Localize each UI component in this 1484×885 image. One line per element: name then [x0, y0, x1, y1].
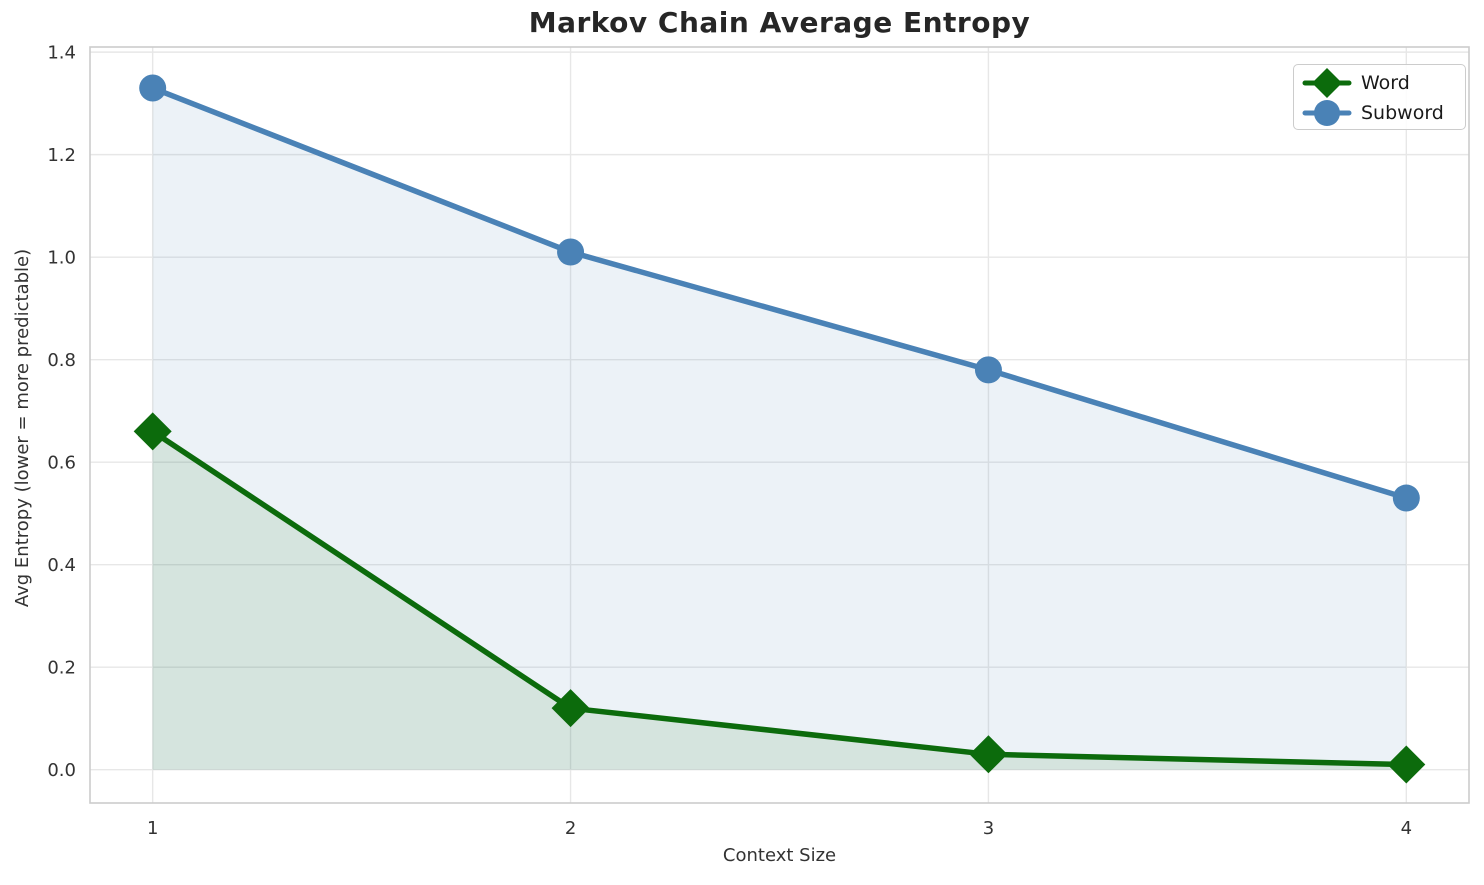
y-tick-label-0.4: 0.4	[47, 555, 76, 576]
legend-label-word: Word	[1361, 71, 1410, 94]
legend: Word Subword	[1293, 64, 1466, 130]
line-word	[149, 428, 1410, 768]
circle-icon	[1314, 100, 1340, 126]
y-tick-label-0.2: 0.2	[47, 658, 76, 679]
word-point-2	[551, 689, 590, 728]
subword-legend-marker-icon	[1302, 100, 1352, 126]
word-point-1	[133, 412, 172, 451]
area-word	[152, 431, 1407, 770]
line-subword	[149, 85, 1410, 501]
chart-title: Markov Chain Average Entropy	[528, 6, 1031, 39]
legend-item-word: Word	[1302, 68, 1457, 98]
x-tick-label-4: 4	[1401, 818, 1412, 839]
diamond-icon	[1312, 68, 1342, 98]
subword-point-4	[1392, 484, 1420, 512]
word-legend-marker-icon	[1302, 68, 1352, 98]
plot-border	[89, 46, 1470, 804]
y-axis-label: Avg Entropy (lower = more predictable)	[12, 248, 33, 608]
y-tick-label-0.0: 0.0	[47, 760, 76, 781]
x-tick-label-3: 3	[983, 818, 994, 839]
y-tick-label-1.4: 1.4	[47, 43, 76, 64]
legend-item-subword: Subword	[1302, 98, 1457, 128]
x-tick-label-2: 2	[565, 818, 576, 839]
subword-point-3	[974, 356, 1002, 384]
subword-point-2	[557, 238, 585, 266]
area-subword	[152, 88, 1407, 770]
y-tick-label-1.2: 1.2	[47, 145, 76, 166]
legend-label-subword: Subword	[1361, 101, 1444, 124]
x-axis-label: Context Size	[722, 845, 837, 866]
y-tick-label-0.6: 0.6	[47, 453, 76, 474]
x-tick-label-1: 1	[147, 818, 158, 839]
word-point-3	[969, 735, 1008, 774]
y-tick-label-0.8: 0.8	[47, 350, 76, 371]
y-tick-label-1.0: 1.0	[47, 248, 76, 269]
subword-point-1	[139, 74, 167, 102]
word-point-4	[1387, 745, 1426, 784]
